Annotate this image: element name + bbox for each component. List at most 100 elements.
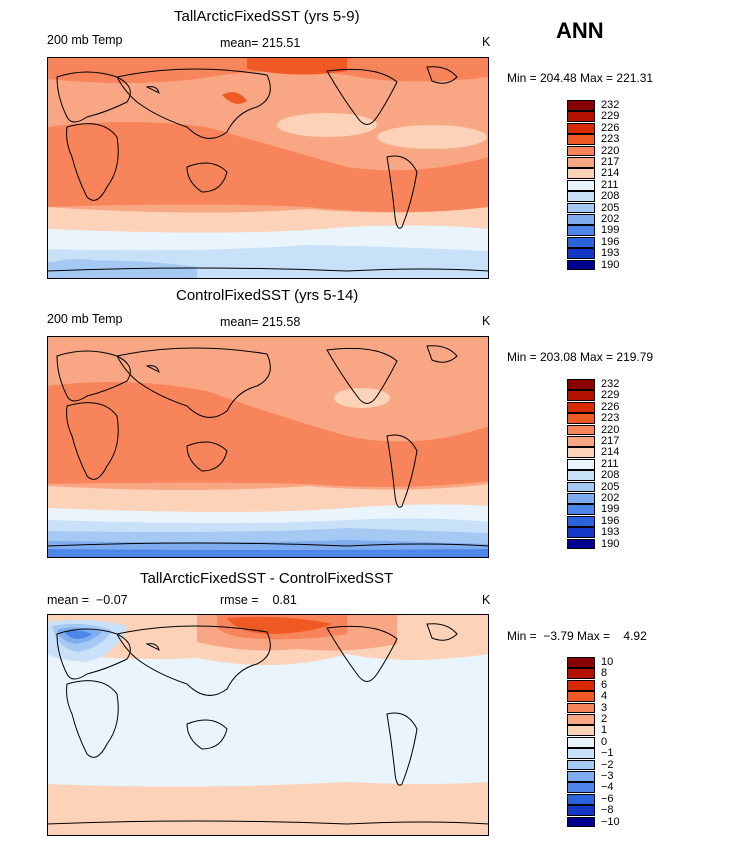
colorbar-swatch	[567, 179, 595, 191]
colorbar-label: 226	[601, 400, 620, 413]
colorbar-label: 232	[601, 378, 620, 390]
panel3-minmax: Min = −3.79 Max = 4.92	[507, 629, 647, 643]
colorbar-label: 211	[601, 457, 619, 470]
colorbar-label: 205	[601, 480, 620, 493]
colorbar-swatch	[567, 248, 595, 259]
colorbar-swatch	[567, 424, 595, 436]
colorbar-label: −2	[601, 758, 614, 771]
colorbar-label: −4	[601, 781, 614, 794]
panel1-variable-label: 200 mb Temp	[47, 33, 123, 47]
colorbar-label: 10	[601, 656, 614, 668]
colorbar-swatch	[567, 390, 595, 402]
colorbar-swatch	[567, 401, 595, 413]
panel2-units: K	[482, 314, 491, 328]
panel1-colorbar: 232 229 226 223 220 217 214 211 208 205 202 199 196 1…	[567, 99, 647, 272]
colorbar-swatch	[567, 470, 595, 481]
colorbar-label: 205	[601, 201, 620, 214]
panel1-minmax: Min = 204.48 Max = 221.31	[507, 71, 654, 85]
colorbar-label: 196	[601, 235, 620, 248]
colorbar-label: 217	[601, 156, 620, 168]
colorbar-label: 8	[601, 667, 608, 680]
colorbar-swatch	[567, 145, 595, 157]
colorbar-swatch	[567, 691, 595, 702]
colorbar-label: −6	[601, 792, 614, 805]
colorbar-label: 3	[601, 701, 608, 714]
colorbar-swatch	[567, 134, 595, 145]
colorbar-label: 208	[601, 469, 620, 482]
colorbar-swatch	[567, 668, 595, 680]
colorbar-label: −1	[601, 747, 614, 760]
colorbar-swatch	[567, 493, 595, 504]
panel3-rmse: rmse = 0.81	[220, 593, 297, 607]
colorbar-label: 193	[601, 526, 620, 539]
colorbar-swatch	[567, 481, 595, 493]
panel1-mean: mean= 215.51	[220, 36, 301, 50]
colorbar-swatch	[567, 515, 595, 527]
colorbar-swatch	[567, 191, 595, 202]
colorbar-swatch	[567, 458, 595, 470]
colorbar-swatch	[567, 202, 595, 214]
colorbar-swatch	[567, 702, 595, 714]
colorbar-label: 229	[601, 389, 620, 402]
colorbar-swatch	[567, 527, 595, 538]
panel2-title: ControlFixedSST (yrs 5-14)	[176, 287, 359, 304]
colorbar-swatch	[567, 782, 595, 794]
colorbar-label: 202	[601, 492, 620, 504]
panel3-map	[47, 614, 489, 836]
colorbar-swatch	[567, 725, 595, 737]
colorbar-label: 190	[601, 537, 620, 550]
colorbar-label: 217	[601, 435, 620, 447]
panel2-minmax: Min = 203.08 Max = 219.79	[507, 350, 654, 364]
panel3-title: TallArcticFixedSST - ControlFixedSST	[140, 570, 394, 587]
colorbar-label: 229	[601, 110, 620, 123]
colorbar-swatch	[567, 679, 595, 691]
panel2-mean: mean= 215.58	[220, 315, 301, 329]
colorbar-label: 2	[601, 713, 608, 725]
colorbar-label: 196	[601, 514, 620, 527]
colorbar-swatch	[567, 214, 595, 225]
colorbar-label: 0	[601, 735, 608, 748]
colorbar-label: 220	[601, 423, 620, 436]
colorbar-swatch	[567, 771, 595, 782]
colorbar-label: 211	[601, 178, 619, 191]
colorbar-label: 4	[601, 690, 608, 703]
colorbar-label: 214	[601, 167, 620, 180]
season-label: ANN	[556, 18, 604, 43]
colorbar-label: −3	[601, 770, 614, 782]
panel2-colorbar: 232 229 226 223 220 217 214 211 208 205 202 199 196 1…	[567, 378, 647, 551]
colorbar-label: 214	[601, 446, 620, 459]
colorbar-label: 220	[601, 144, 620, 157]
panel2-map	[47, 336, 489, 558]
panel1-map	[47, 57, 489, 279]
colorbar-swatch	[567, 538, 595, 550]
colorbar-label: 199	[601, 503, 620, 516]
colorbar-swatch	[567, 259, 595, 271]
colorbar-swatch	[567, 759, 595, 771]
colorbar-swatch	[567, 379, 595, 390]
colorbar-swatch	[567, 111, 595, 123]
panel3-units: K	[482, 593, 491, 607]
colorbar-swatch	[567, 714, 595, 725]
colorbar-swatch	[567, 736, 595, 748]
colorbar-label: 232	[601, 99, 620, 111]
colorbar-swatch	[567, 748, 595, 759]
colorbar-label: 190	[601, 258, 620, 271]
colorbar-swatch	[567, 816, 595, 828]
colorbar-label: 202	[601, 213, 620, 225]
colorbar-label: 226	[601, 121, 620, 134]
colorbar-swatch	[567, 413, 595, 424]
colorbar-swatch	[567, 157, 595, 168]
colorbar-swatch	[567, 225, 595, 237]
colorbar-swatch	[567, 805, 595, 816]
panel1-title: TallArcticFixedSST (yrs 5-9)	[174, 8, 360, 25]
colorbar-label: 1	[601, 724, 608, 737]
panel3-colorbar: 10 8 6 4 3 2 1 0 −1 −2 −3 −4 −6 −8 −10	[567, 656, 647, 829]
colorbar-swatch	[567, 100, 595, 111]
colorbar-label: 223	[601, 412, 620, 425]
panel1-units: K	[482, 35, 491, 49]
panel2-variable-label: 200 mb Temp	[47, 312, 123, 326]
colorbar-label: −8	[601, 804, 614, 817]
colorbar-swatch	[567, 657, 595, 668]
colorbar-label: 193	[601, 247, 620, 260]
colorbar-swatch	[567, 236, 595, 248]
